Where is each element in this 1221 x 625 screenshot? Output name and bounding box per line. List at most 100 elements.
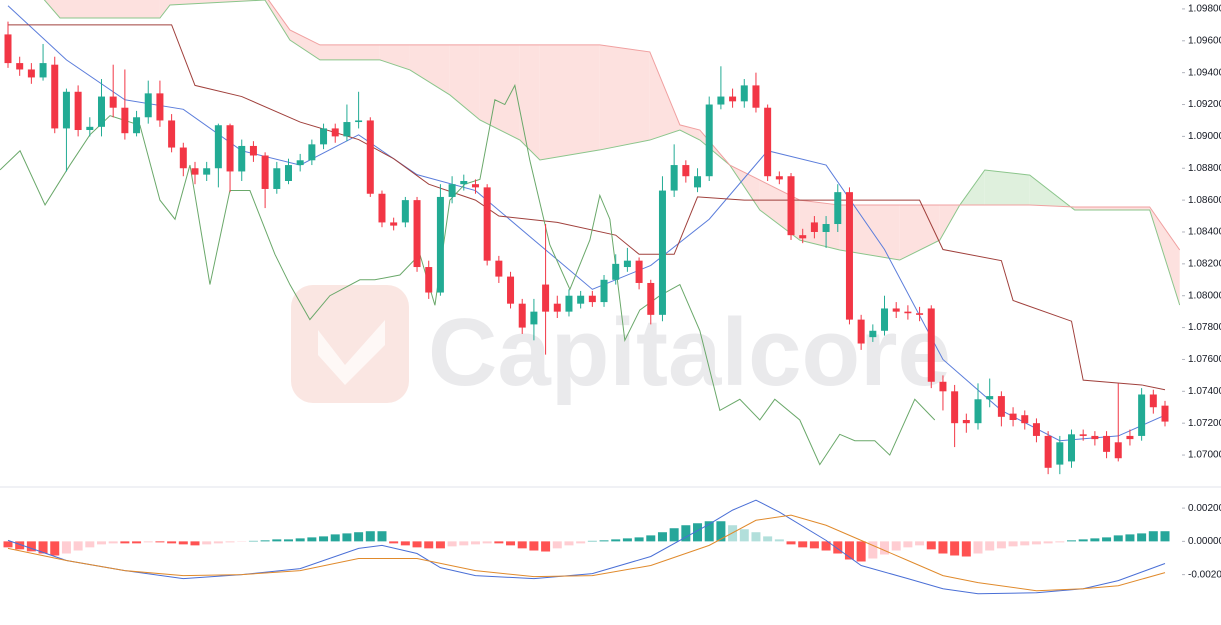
candle-body — [845, 192, 853, 320]
y-tick-label: 1.08800 — [1188, 163, 1221, 174]
candle-body — [401, 200, 409, 223]
histogram-bar — [973, 541, 983, 554]
histogram-bar — [1043, 541, 1053, 544]
histogram-bar — [412, 541, 422, 548]
candle-body — [4, 34, 12, 64]
candle-body — [565, 295, 573, 312]
histogram-bar — [903, 541, 913, 548]
candle-body — [881, 308, 889, 331]
candle-body — [764, 107, 772, 177]
pane — [0, 0, 1180, 475]
histogram-bar — [985, 541, 995, 551]
histogram-bar — [447, 541, 457, 547]
cloud-span-a — [43, 0, 1180, 306]
candle-body — [752, 85, 760, 108]
histogram-bar — [50, 541, 60, 556]
candle-body — [717, 96, 725, 105]
y-tick-label: 1.09600 — [1188, 35, 1221, 46]
candle-body — [974, 399, 982, 424]
cloud-segment — [319, 44, 380, 60]
candle-body — [460, 180, 468, 185]
macd-line — [7, 514, 1166, 592]
histogram-bar — [96, 541, 106, 545]
candle-body — [869, 330, 877, 338]
candle-body — [705, 104, 713, 177]
y-tick-label: 1.08400 — [1188, 227, 1221, 238]
watermark-logo — [291, 285, 409, 403]
candle-body — [787, 176, 795, 236]
candle-body — [694, 176, 702, 188]
candle-body — [927, 308, 935, 382]
candle-body — [810, 222, 818, 232]
candle-body — [483, 187, 491, 261]
candle-body — [1079, 434, 1087, 436]
histogram-bar — [517, 541, 527, 549]
histogram-bar — [295, 538, 305, 542]
candle-body — [355, 120, 363, 123]
histogram-bar — [739, 529, 749, 542]
candle-body — [249, 145, 257, 156]
candle-body — [144, 93, 152, 118]
candle-body — [857, 319, 865, 344]
candle-body — [951, 391, 959, 424]
candle-body — [97, 96, 105, 127]
watermark: Capitalcore — [291, 285, 951, 406]
candle-body — [658, 190, 666, 315]
candle-body — [775, 176, 783, 180]
candle-body — [623, 260, 631, 268]
y-tick-label: 0.00000 — [1188, 536, 1221, 547]
candle-body — [413, 200, 421, 268]
histogram-bar — [260, 540, 270, 542]
cloud-segment — [984, 170, 1030, 206]
histogram-bar — [1055, 541, 1065, 543]
histogram-bar — [354, 532, 364, 542]
histogram-bar — [833, 541, 843, 554]
histogram-bar — [120, 541, 130, 544]
histogram-bar — [763, 536, 773, 542]
histogram-bar — [470, 541, 480, 545]
histogram-bar — [400, 541, 410, 546]
cloud-segment — [449, 44, 480, 120]
cloud-segment — [289, 29, 320, 60]
y-tick-label: 1.09800 — [1188, 4, 1221, 15]
candle-body — [448, 184, 456, 197]
pane — [3, 499, 1170, 595]
candle-body — [588, 295, 596, 303]
candle-body — [822, 224, 830, 232]
candle-body — [390, 222, 398, 226]
histogram-bar — [856, 541, 866, 562]
candle-body — [121, 107, 129, 134]
histogram-bar — [459, 541, 469, 546]
histogram-bar — [704, 521, 714, 542]
candle-body — [331, 128, 339, 137]
candle-body — [1091, 435, 1099, 440]
watermark-text: Capitalcore — [428, 299, 951, 406]
candle-body — [962, 419, 970, 424]
watermark-logo-mark — [318, 320, 385, 385]
cloud-segment — [479, 44, 520, 141]
histogram-bar — [926, 541, 936, 550]
candle-body — [1021, 415, 1029, 424]
indicator-line — [0, 83, 936, 466]
candle-body — [191, 168, 199, 175]
histogram-bar — [1078, 539, 1088, 542]
candle-body — [834, 192, 842, 225]
histogram-bar — [377, 531, 387, 542]
candle-body — [366, 120, 374, 194]
histogram-bar — [611, 539, 621, 542]
candle-body — [612, 263, 620, 280]
candle-body — [343, 122, 351, 137]
candle-body — [273, 168, 281, 189]
histogram-bar — [61, 541, 71, 554]
histogram-bar — [225, 541, 235, 543]
candle-body — [51, 64, 59, 129]
candle-body — [1009, 413, 1017, 420]
histogram-bar — [1090, 538, 1100, 542]
candle-body — [226, 125, 234, 172]
cloud-span-b — [267, 0, 1180, 251]
histogram-bar — [424, 541, 434, 549]
histogram-bar — [108, 541, 118, 544]
y-tick-label: 1.07600 — [1188, 354, 1221, 365]
histogram-bar — [880, 541, 890, 555]
